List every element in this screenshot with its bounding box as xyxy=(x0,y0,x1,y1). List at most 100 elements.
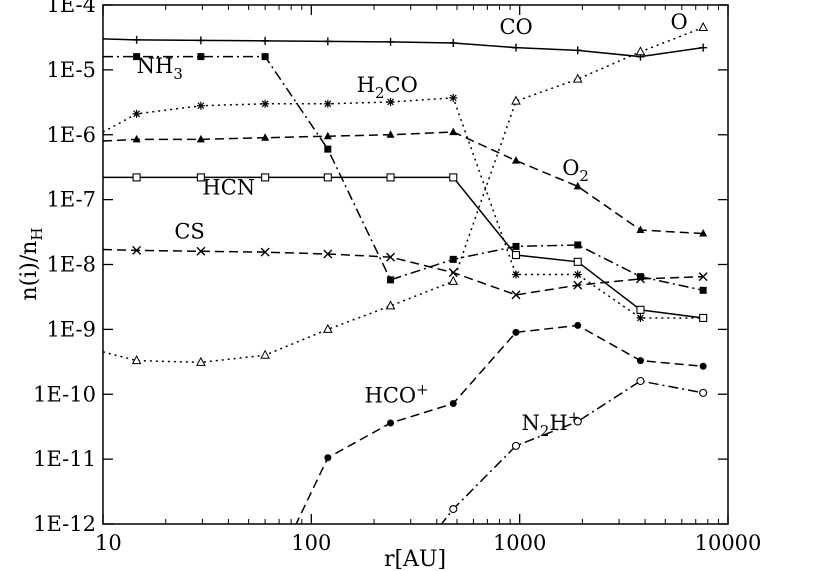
data-point xyxy=(132,134,141,143)
series-label: H2CO xyxy=(357,73,418,102)
series-label: O xyxy=(671,10,688,34)
data-point xyxy=(449,127,458,136)
series-line-nh3 xyxy=(103,55,704,292)
series-group xyxy=(103,21,709,524)
data-point xyxy=(448,275,459,285)
x-axis-title: r[AU] xyxy=(384,547,446,571)
data-point xyxy=(574,241,582,249)
x-tick-label: 10000 xyxy=(695,531,762,555)
data-point xyxy=(449,173,458,182)
data-point xyxy=(449,504,458,514)
data-point xyxy=(196,356,206,366)
series-label: CO xyxy=(499,15,532,39)
data-point xyxy=(322,323,333,333)
data-point xyxy=(699,229,708,237)
series-label: CS xyxy=(174,220,204,244)
x-axis-ticks: 10 100 1000 10000 xyxy=(95,5,761,555)
data-point xyxy=(573,417,582,426)
y-tick-label: 1E-12 xyxy=(33,512,96,536)
y-tick-label: 1E-11 xyxy=(33,447,96,471)
data-point xyxy=(324,145,332,153)
data-point xyxy=(323,99,332,108)
data-point xyxy=(573,257,582,266)
data-point xyxy=(511,441,521,450)
series-label: HCN xyxy=(202,175,255,199)
data-point xyxy=(636,273,644,281)
data-point xyxy=(132,173,141,182)
y-tick-label: 1E-6 xyxy=(46,123,96,147)
y-axis-title: n(i)/nH xyxy=(17,227,46,300)
data-point xyxy=(512,328,520,336)
data-point xyxy=(387,419,395,427)
data-point xyxy=(386,252,396,262)
series-nh3 xyxy=(103,53,707,294)
data-point xyxy=(574,321,582,329)
series-cs xyxy=(103,245,708,300)
series-line-hcn xyxy=(103,176,704,319)
data-point xyxy=(511,43,520,52)
series-label: N2H+ xyxy=(521,408,580,440)
data-point xyxy=(196,101,205,110)
data-point xyxy=(196,36,205,45)
series-hcn xyxy=(103,173,708,323)
data-point xyxy=(386,97,395,106)
data-point xyxy=(387,276,395,284)
data-point xyxy=(323,37,332,46)
data-point xyxy=(573,270,582,279)
data-point xyxy=(635,274,645,284)
data-point xyxy=(131,355,142,365)
data-point xyxy=(261,133,270,141)
y-axis-ticks: 1E-12 1E-11 1E-10 1E-9 1E-8 1E-7 1E-6 1E-5 1E-4 xyxy=(33,0,728,536)
data-point xyxy=(132,109,141,118)
data-point xyxy=(196,173,205,182)
data-point xyxy=(197,53,205,61)
data-point xyxy=(636,225,645,234)
data-point xyxy=(196,134,205,143)
data-point xyxy=(323,173,332,182)
data-point xyxy=(511,156,520,164)
data-point xyxy=(386,173,395,182)
series-line-hcoplus xyxy=(295,324,704,524)
data-point xyxy=(636,357,644,365)
y-tick-label: 1E-4 xyxy=(46,0,96,17)
y-tick-label: 1E-10 xyxy=(33,382,96,406)
series-h2co xyxy=(103,93,708,322)
series-line-n2hplus xyxy=(440,380,704,524)
data-point xyxy=(133,53,141,61)
y-tick-label: 1E-5 xyxy=(46,58,96,82)
data-point xyxy=(261,53,269,61)
data-point xyxy=(699,313,708,323)
x-tick-label: 10 xyxy=(95,531,122,555)
data-point xyxy=(260,349,270,359)
y-tick-label: 1E-9 xyxy=(46,317,96,341)
x-tick-label: 1000 xyxy=(493,531,546,555)
data-point xyxy=(636,313,645,322)
data-point xyxy=(511,270,520,279)
data-point xyxy=(261,36,270,45)
data-point xyxy=(573,181,582,190)
series-o2 xyxy=(103,127,708,237)
data-point xyxy=(698,272,708,282)
data-point xyxy=(385,300,396,310)
data-point xyxy=(699,43,708,52)
data-point xyxy=(699,362,707,370)
data-point xyxy=(260,247,270,257)
data-point xyxy=(449,255,457,263)
y-tick-label: 1E-7 xyxy=(46,188,96,212)
data-point xyxy=(196,246,206,256)
data-point xyxy=(635,46,646,56)
data-point xyxy=(698,21,709,31)
series-label: O2 xyxy=(562,156,589,185)
data-point xyxy=(572,73,583,83)
data-point xyxy=(132,245,142,255)
data-point xyxy=(699,388,708,397)
data-point xyxy=(449,400,457,408)
series-label: HCO+ xyxy=(365,380,429,407)
series-line-co xyxy=(103,38,704,58)
data-point xyxy=(386,37,395,46)
series-hcoplus xyxy=(295,321,707,524)
data-point xyxy=(261,173,270,182)
series-label: NH3 xyxy=(137,54,183,83)
data-point xyxy=(511,250,521,260)
series-line-h2co xyxy=(103,97,704,319)
